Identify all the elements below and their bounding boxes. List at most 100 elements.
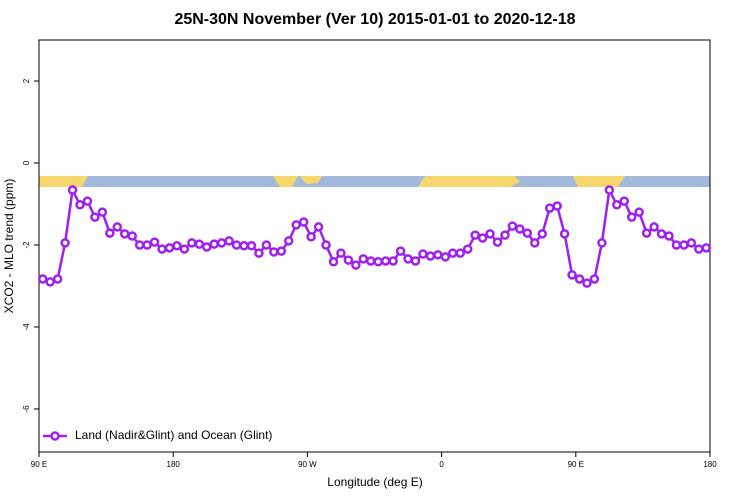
point [425, 251, 436, 261]
point [544, 203, 555, 213]
point [470, 230, 480, 240]
point [626, 212, 637, 222]
point [97, 207, 108, 217]
point [45, 277, 55, 287]
x-tick-label: 180 [703, 460, 717, 469]
point [462, 244, 473, 254]
point [336, 248, 346, 258]
point [395, 246, 406, 256]
x-axis-label: Longitude (deg E) [327, 475, 422, 489]
point [231, 240, 242, 250]
point [179, 244, 190, 254]
point [380, 256, 391, 266]
point [522, 228, 533, 238]
point [187, 238, 197, 248]
land-strip [300, 176, 322, 184]
point [582, 278, 592, 288]
point [209, 239, 219, 249]
point [500, 230, 510, 240]
point [366, 256, 376, 266]
point [127, 231, 137, 241]
point [269, 247, 279, 257]
point [656, 229, 667, 239]
point [75, 200, 85, 210]
point [559, 229, 570, 239]
point [679, 240, 689, 250]
point [694, 244, 704, 254]
point [537, 229, 547, 239]
point [597, 238, 607, 248]
land-strip [573, 176, 625, 187]
point [433, 250, 443, 260]
chart-title: 25N-30N November (Ver 10) 2015-01-01 to … [174, 11, 575, 28]
point [112, 222, 123, 232]
point [82, 196, 93, 206]
point [701, 243, 712, 253]
point [530, 238, 540, 248]
point [321, 240, 331, 250]
point [149, 237, 160, 247]
point [552, 201, 562, 211]
point [119, 229, 130, 239]
point [634, 207, 644, 217]
point [448, 248, 458, 258]
x-tick-label: 180 [167, 460, 181, 469]
x-tick-label: 90 E [31, 460, 47, 469]
point [351, 260, 361, 270]
point [172, 241, 182, 251]
point [507, 221, 518, 231]
point [641, 228, 652, 238]
legend-label: Land (Nadir&Glint) and Ocean (Glint) [75, 428, 272, 442]
point [216, 238, 227, 248]
point [388, 256, 398, 266]
point [515, 224, 525, 234]
point [105, 228, 115, 238]
point [418, 249, 428, 259]
y-tick-label: -2 [22, 241, 31, 249]
point [403, 254, 413, 264]
land-strip [273, 176, 298, 187]
land-strip [39, 176, 88, 187]
point [604, 185, 615, 195]
y-axis-label: XCO2 - MLO trend (ppm) [2, 179, 16, 314]
point [194, 239, 205, 249]
point [686, 238, 697, 248]
point [142, 240, 152, 250]
point [440, 252, 451, 262]
legend-marker [50, 431, 60, 441]
point [328, 257, 339, 267]
land-strip [418, 176, 520, 187]
point [343, 255, 354, 265]
point [358, 254, 369, 264]
point [671, 240, 682, 250]
point [52, 274, 63, 284]
point [306, 232, 316, 242]
y-tick-label: -4 [22, 323, 31, 331]
point [298, 217, 309, 227]
point [649, 222, 659, 232]
y-tick-label: -6 [22, 405, 31, 413]
x-tick-label: 90 E [568, 460, 584, 469]
point [373, 257, 383, 267]
point [60, 238, 70, 248]
point [276, 246, 287, 256]
map-strip [39, 176, 710, 187]
point [410, 256, 421, 266]
point [619, 196, 630, 206]
point [664, 231, 674, 241]
point [246, 241, 257, 251]
point [574, 274, 585, 284]
point [202, 242, 212, 252]
point [37, 274, 48, 284]
point [284, 236, 294, 246]
point [477, 233, 488, 243]
point [455, 248, 465, 258]
point [254, 248, 264, 258]
series-line [42, 185, 707, 285]
point [589, 274, 600, 284]
point [261, 240, 272, 250]
point [239, 241, 249, 251]
point [313, 222, 324, 232]
point [612, 200, 622, 210]
